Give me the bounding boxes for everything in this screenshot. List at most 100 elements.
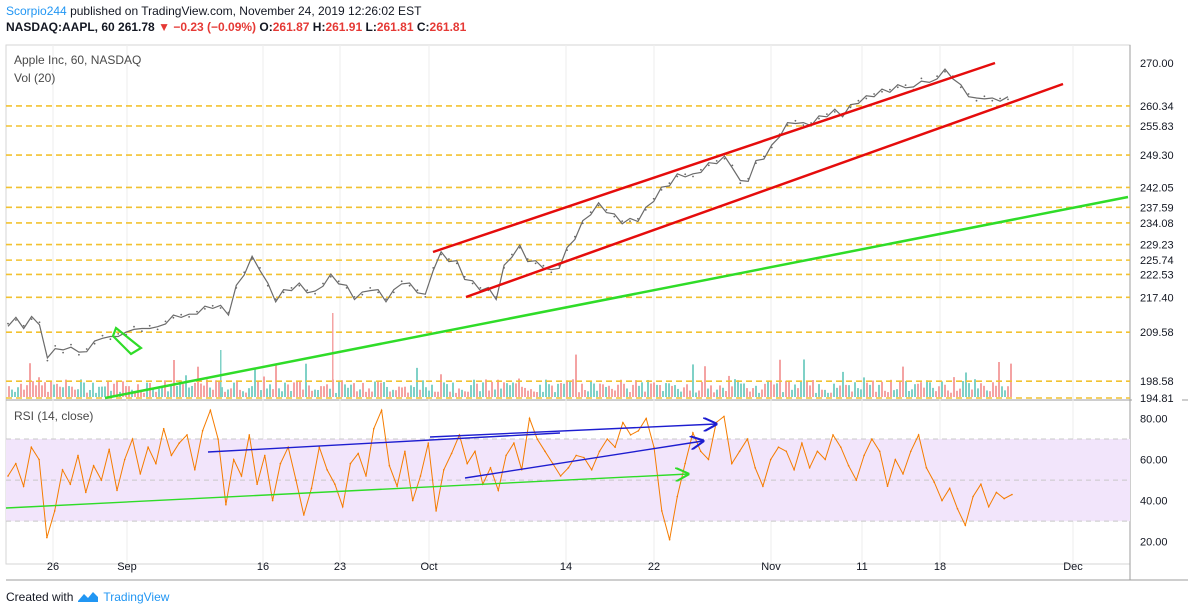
level-label-bg <box>1132 215 1182 230</box>
volume-bar <box>1010 363 1012 397</box>
volume-bar <box>410 385 412 397</box>
tradingview-brand-link[interactable]: TradingView <box>103 590 170 604</box>
volume-bar <box>464 391 466 397</box>
volume-bar <box>848 385 850 397</box>
price-point <box>684 173 687 176</box>
footer: Created with TradingView <box>6 590 169 604</box>
volume-bar <box>311 390 313 397</box>
price-point <box>385 298 387 300</box>
volume-bar <box>110 390 112 397</box>
volume-bar <box>425 387 427 397</box>
level-label-bg <box>1132 267 1182 282</box>
volume-bar <box>35 385 37 397</box>
volume-bar <box>839 385 841 397</box>
volume-bar <box>1001 386 1003 397</box>
rsi-point <box>209 409 212 412</box>
volume-bar <box>419 389 421 397</box>
volume-bar <box>62 387 64 397</box>
last-price: 261.78 <box>118 20 155 34</box>
author-link[interactable]: Scorpio244 <box>6 4 67 18</box>
volume-bar <box>956 390 958 397</box>
volume-bar <box>602 384 604 397</box>
price-point <box>46 359 49 362</box>
rsi-point <box>808 467 811 469</box>
volume-bar <box>893 390 895 397</box>
rsi-divergence-line <box>207 432 561 453</box>
volume-bar <box>596 390 598 397</box>
price-point <box>290 287 293 289</box>
volume-bar <box>20 383 22 397</box>
price-point <box>967 93 970 95</box>
volume-bar <box>257 381 259 397</box>
volume-bar <box>833 383 835 397</box>
volume-bar <box>212 389 214 397</box>
volume-bar <box>236 380 238 397</box>
price-point <box>345 287 348 289</box>
volume-bar <box>383 382 385 397</box>
price-point <box>314 292 316 295</box>
rsi-point <box>474 450 476 453</box>
volume-bar <box>857 388 859 397</box>
rsi-point <box>264 454 266 457</box>
price-point <box>172 316 175 319</box>
volume-bar <box>761 389 763 397</box>
price-point <box>266 284 269 287</box>
volume-bar <box>716 389 718 397</box>
volume-bar <box>560 383 562 397</box>
rsi-point <box>341 506 344 508</box>
volume-bar <box>782 392 784 397</box>
volume-bar <box>599 383 601 397</box>
volume-bar <box>512 382 514 397</box>
rsi-point <box>435 510 437 512</box>
volume-bar <box>335 392 337 397</box>
level-label-bg <box>1132 98 1182 113</box>
volume-bar <box>656 384 658 397</box>
volume-bar <box>563 383 565 397</box>
volume-bar <box>323 386 325 397</box>
volume-bar <box>983 385 985 397</box>
rsi-point <box>894 458 897 461</box>
volume-bar <box>842 371 844 397</box>
time-tick-label: 14 <box>560 561 572 573</box>
volume-bar <box>767 381 769 397</box>
price-point <box>707 164 710 167</box>
volume-bar <box>233 382 235 397</box>
volume-bar <box>200 383 202 397</box>
volume-bar <box>791 389 793 397</box>
price-pane-title: Apple Inc, 60, NASDAQ <box>14 53 141 67</box>
volume-bar <box>659 385 661 397</box>
volume-bar <box>722 387 724 397</box>
rsi-point <box>248 434 251 436</box>
level-label-bg <box>1132 118 1182 133</box>
volume-bar <box>488 390 490 397</box>
rsi-point <box>762 485 764 488</box>
volume-bar <box>740 383 742 397</box>
price-point <box>495 296 498 298</box>
rsi-point <box>217 438 219 440</box>
rsi-point <box>69 483 72 486</box>
volume-bar <box>719 385 721 397</box>
rsi-point <box>622 421 624 424</box>
volume-bar <box>401 387 403 397</box>
volume-bar <box>980 383 982 397</box>
volume-bar <box>314 389 316 397</box>
price-point <box>936 75 938 78</box>
level-label-bg <box>1132 391 1182 405</box>
rsi-tick-label: 20.00 <box>1140 537 1168 549</box>
volume-bar <box>404 386 406 397</box>
price-point <box>763 155 765 158</box>
volume-bar <box>293 382 295 397</box>
rsi-point <box>170 454 173 457</box>
volume-bar <box>188 387 190 397</box>
rsi-point <box>240 475 243 477</box>
volume-bar <box>890 379 892 397</box>
rsi-point <box>466 462 469 465</box>
volume-bar <box>134 391 136 397</box>
volume-bar <box>764 383 766 397</box>
rsi-point <box>559 475 562 477</box>
volume-bar <box>806 381 808 397</box>
volume-bar <box>50 380 52 397</box>
volume-bar <box>905 381 907 397</box>
volume-bar <box>629 392 631 397</box>
